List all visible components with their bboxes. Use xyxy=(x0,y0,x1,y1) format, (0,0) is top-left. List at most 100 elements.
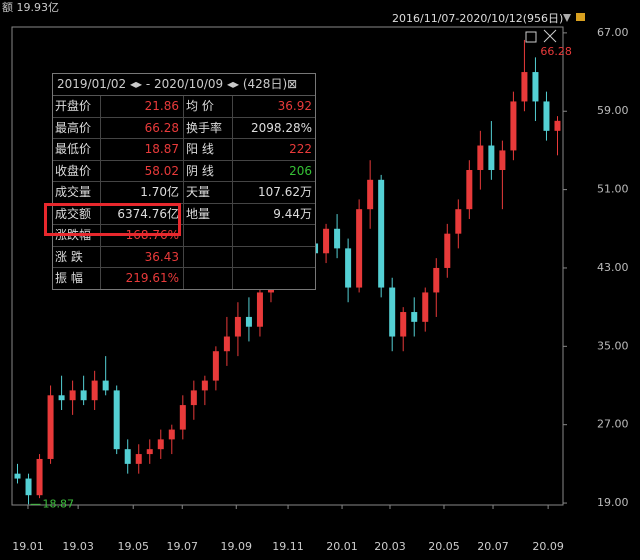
candle-body xyxy=(510,101,517,151)
empty-cell xyxy=(184,268,233,289)
empty-cell xyxy=(184,246,233,267)
candle-body xyxy=(488,145,495,171)
candle-body xyxy=(223,336,230,352)
y-tick-label: 43.00 xyxy=(597,261,629,274)
stat-value: 107.62万 xyxy=(258,185,312,199)
candle-body xyxy=(422,292,429,322)
x-tick-label: 20.05 xyxy=(428,540,460,553)
stats-row: 开盘价 21.86 均 价 36.92 xyxy=(53,96,315,118)
candle-body xyxy=(499,150,506,171)
candle-body xyxy=(334,228,341,249)
stat-label: 最高价 xyxy=(53,117,101,138)
stats-row: 涨 跌 36.43 xyxy=(53,246,315,268)
candle-body xyxy=(201,380,208,391)
low-label: 18.87 xyxy=(43,497,75,510)
stat-label: 阳 线 xyxy=(184,139,233,160)
stat-label: 涨 跌 xyxy=(53,246,101,267)
y-tick-label: 27.00 xyxy=(597,418,629,431)
stat-label: 振 幅 xyxy=(53,268,101,289)
candle-body xyxy=(411,312,418,322)
dropdown-icon[interactable] xyxy=(563,14,571,22)
candle-body xyxy=(477,145,484,171)
candle-body xyxy=(543,101,550,131)
candle-body xyxy=(323,228,330,254)
candle-body xyxy=(400,312,407,337)
stats-row: 最低价 18.87 阳 线 222 xyxy=(53,139,315,161)
stats-row: 成交额 6374.76亿 地量 9.44万 xyxy=(53,203,315,225)
candle-body xyxy=(25,478,32,496)
x-tick-label: 19.07 xyxy=(167,540,199,553)
candle-body xyxy=(69,390,76,401)
candle-body xyxy=(212,351,219,381)
y-tick-label: 59.00 xyxy=(597,104,629,117)
empty-cell xyxy=(233,225,315,246)
candle-body xyxy=(135,454,142,464)
stats-row: 成交量 1.70亿 天量 107.62万 xyxy=(53,182,315,204)
candle-body xyxy=(245,316,252,327)
stat-label: 换手率 xyxy=(184,117,233,138)
stats-table: 2019/01/02 ◂▸ - 2020/10/09 ◂▸ (428日)⊠ 开盘… xyxy=(52,73,316,290)
stat-value: 206 xyxy=(289,163,312,178)
candle-body xyxy=(521,72,528,102)
lock-icon[interactable] xyxy=(576,13,585,21)
candle-body xyxy=(345,248,352,288)
stat-value: 18.87 xyxy=(101,139,184,160)
candle-body xyxy=(444,233,451,268)
end-date: 2020/10/09 xyxy=(154,77,224,91)
y-tick-label: 67.00 xyxy=(597,26,629,39)
highlight-box xyxy=(44,203,181,236)
stat-label: 地量 xyxy=(184,203,233,224)
candle-body xyxy=(36,458,43,496)
x-tick-label: 20.07 xyxy=(477,540,509,553)
candle-body xyxy=(532,72,539,102)
stats-row: 最高价 66.28 换手率 2098.28% xyxy=(53,117,315,139)
candle-body xyxy=(367,179,374,210)
stat-label: 天量 xyxy=(184,182,233,203)
candle-body xyxy=(256,292,263,327)
stat-value: 21.86 xyxy=(101,96,184,117)
candle-body xyxy=(102,380,109,391)
x-tick-label: 19.11 xyxy=(272,540,304,553)
candle-body xyxy=(378,179,385,288)
stat-label: 成交额 xyxy=(53,203,101,224)
candle-body xyxy=(113,390,120,450)
stats-header: 2019/01/02 ◂▸ - 2020/10/09 ◂▸ (428日)⊠ xyxy=(53,74,315,96)
candle-body xyxy=(80,390,87,401)
candle-body xyxy=(554,120,561,131)
stats-row: 涨跌幅 168.76% xyxy=(53,225,315,247)
stat-value: 1.70亿 xyxy=(101,182,184,203)
x-tick-label: 19.05 xyxy=(117,540,149,553)
y-tick-label: 19.00 xyxy=(597,496,629,509)
stat-value: 66.28 xyxy=(101,117,184,138)
candle-body xyxy=(168,429,175,440)
stat-label: 成交量 xyxy=(53,182,101,203)
stat-value: 9.44万 xyxy=(273,206,312,221)
x-tick-label: 19.01 xyxy=(12,540,44,553)
window-icons[interactable] xyxy=(525,29,557,43)
candle-body xyxy=(58,395,65,401)
stat-value: 58.02 xyxy=(101,160,184,181)
x-tick-label: 19.09 xyxy=(221,540,253,553)
stat-value: 219.61% xyxy=(101,268,184,289)
stats-row: 振 幅 219.61% xyxy=(53,268,315,289)
range-text: 2016/11/07-2020/10/12(956日) xyxy=(392,12,563,25)
x-tick-label: 20.01 xyxy=(326,540,358,553)
candle-body xyxy=(433,267,440,293)
empty-cell xyxy=(233,247,315,268)
candle-body xyxy=(389,287,396,337)
x-tick-label: 20.03 xyxy=(374,540,406,553)
stat-value: 222 xyxy=(289,142,312,156)
candle-body xyxy=(124,449,131,464)
plot-frame xyxy=(11,26,564,506)
candle-body xyxy=(466,170,473,210)
candle-body xyxy=(146,449,153,455)
candle-body xyxy=(91,380,98,401)
y-tick-label: 51.00 xyxy=(597,183,629,196)
high-label: 66.28 xyxy=(540,45,572,58)
candle-body xyxy=(47,395,54,459)
x-tick-label: 19.03 xyxy=(62,540,94,553)
stat-value: 36.92 xyxy=(277,99,312,113)
candle-body xyxy=(157,439,164,450)
empty-cell xyxy=(233,268,315,289)
